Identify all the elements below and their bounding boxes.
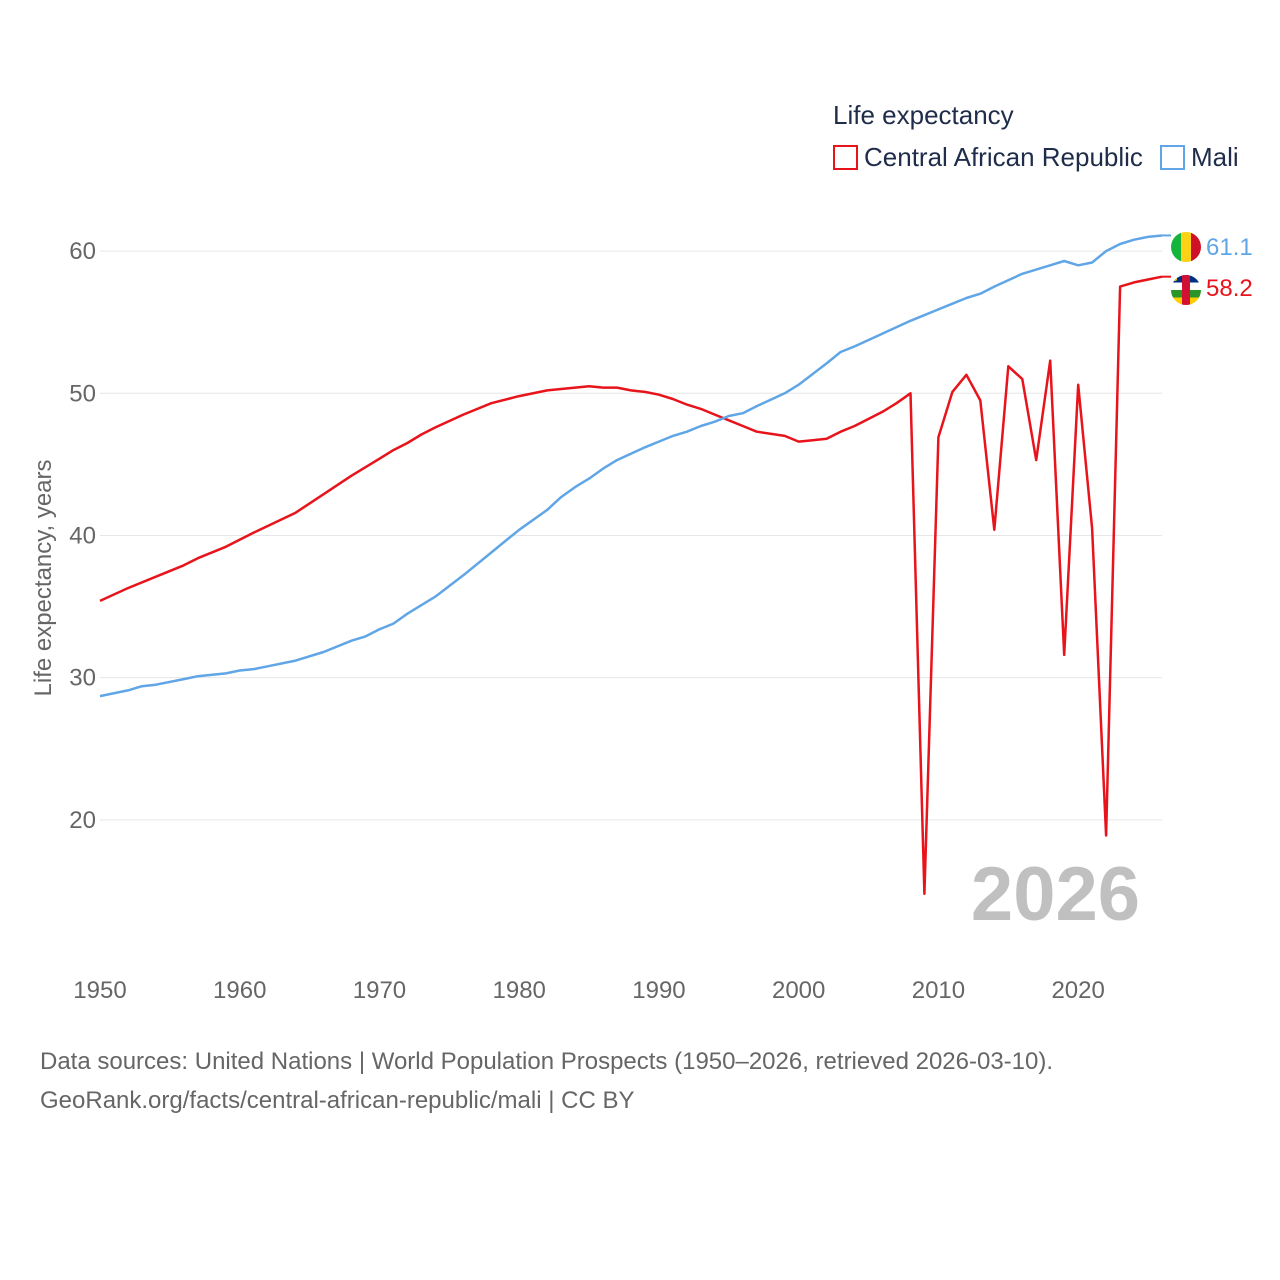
year-watermark: 2026	[971, 852, 1140, 937]
x-tick-label-2000: 2000	[772, 977, 825, 1004]
series-layer	[99, 234, 1171, 896]
source-line-attribution[interactable]: GeoRank.org/facts/central-african-republ…	[40, 1087, 635, 1114]
x-tick-label-2020: 2020	[1051, 977, 1104, 1004]
series-line-central-african-republic	[99, 275, 1163, 896]
y-axis-label: Life expectancy, years	[30, 459, 57, 696]
source-line-data: Data sources: United Nations | World Pop…	[40, 1048, 1054, 1075]
x-tick-label-1980: 1980	[493, 977, 546, 1004]
x-axis-ticks: 1950 1960 1970 1980 1990 2000 2010 2020	[73, 977, 1105, 1004]
mali-flag-icon	[1171, 232, 1201, 262]
legend: Life expectancy Central African Republic…	[833, 100, 1239, 172]
x-tick-label-2010: 2010	[912, 977, 965, 1004]
x-tick-label-1990: 1990	[632, 977, 685, 1004]
legend-title: Life expectancy	[833, 100, 1014, 130]
x-tick-label-1950: 1950	[73, 977, 126, 1004]
end-value-label-mali: 61.1	[1206, 234, 1253, 261]
y-tick-label-60: 60	[69, 238, 96, 265]
legend-swatch-mali[interactable]	[1160, 145, 1185, 170]
y-axis-ticks: 20 30 40 50 60	[69, 238, 96, 834]
x-tick-label-1960: 1960	[213, 977, 266, 1004]
central-african-republic-flag-icon	[1171, 275, 1201, 305]
series-line-mali	[99, 234, 1163, 698]
legend-label-central-african-republic[interactable]: Central African Republic	[864, 142, 1143, 172]
y-tick-label-40: 40	[69, 522, 96, 549]
legend-label-mali[interactable]: Mali	[1191, 142, 1239, 172]
y-tick-label-30: 30	[69, 665, 96, 692]
gridlines	[100, 250, 1162, 821]
y-tick-label-50: 50	[69, 380, 96, 407]
y-tick-label-20: 20	[69, 807, 96, 834]
legend-swatch-central-african-republic[interactable]	[833, 145, 858, 170]
x-tick-label-1970: 1970	[353, 977, 406, 1004]
end-value-label-central-african-republic: 58.2	[1206, 275, 1253, 302]
source-note: Data sources: United Nations | World Pop…	[40, 1042, 1240, 1120]
